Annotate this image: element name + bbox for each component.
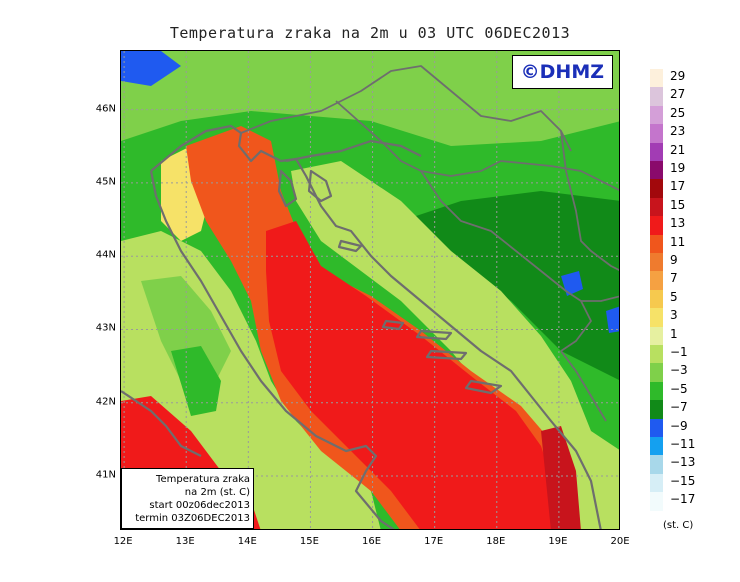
- legend-swatch: [650, 363, 663, 383]
- legend-swatch: [650, 87, 663, 107]
- legend-units: (st. C): [663, 520, 694, 531]
- info-box: Temperatura zraka na 2m (st. C) start 00…: [121, 468, 254, 529]
- legend-swatch: [650, 492, 663, 512]
- dhmz-logo: ©DHMZ: [511, 55, 613, 89]
- cold-patch-east: [561, 271, 583, 296]
- legend-label: 13: [670, 216, 686, 231]
- map-title: Temperatura zraka na 2m u 03 UTC 06DEC20…: [169, 24, 571, 42]
- legend-label: 27: [670, 87, 686, 102]
- northern-field: [121, 51, 619, 146]
- legend-swatch: [650, 253, 663, 272]
- legend-swatch: [650, 124, 663, 144]
- legend-swatch: [650, 179, 663, 199]
- legend-label: 23: [670, 124, 686, 139]
- legend-swatch: [650, 105, 663, 125]
- legend-label: −7: [670, 400, 688, 415]
- legend-label: −3: [670, 363, 688, 378]
- info-line-title: Temperatura zraka: [156, 474, 250, 485]
- legend-swatch: [650, 473, 663, 493]
- temperature-legend: 29 27 25 23 21 19 17 15 13 11 9 7 5 3 1 −1 −3 −5 −7 −9 −11 −1…: [650, 69, 740, 519]
- legend-label: 15: [670, 197, 686, 212]
- longitude-label: 14E: [237, 536, 257, 547]
- longitude-label: 18E: [486, 536, 506, 547]
- info-line-start: start 00z06dec2013: [149, 500, 250, 511]
- legend-swatch: [650, 234, 663, 254]
- latitude-label: 41N: [95, 469, 116, 481]
- legend-label: 7: [670, 271, 678, 286]
- legend-swatch: [650, 142, 663, 162]
- adriatic-core-field: [266, 221, 561, 529]
- legend-swatch: [650, 271, 663, 291]
- longitude-label: 16E: [362, 536, 382, 547]
- latitude-label: 46N: [95, 103, 116, 115]
- longitude-label: 19E: [548, 536, 568, 547]
- legend-label: 3: [670, 308, 678, 323]
- legend-label: −17: [670, 492, 696, 507]
- legend-label: −11: [670, 437, 696, 451]
- legend-swatch: [650, 400, 663, 420]
- legend-label: 11: [670, 234, 686, 249]
- legend-swatch: [650, 308, 663, 328]
- temperature-map: ©DHMZ Temperatura zraka na 2m (st. C) st…: [120, 50, 620, 530]
- legend-label: 25: [670, 105, 686, 120]
- latitude-label: 44N: [95, 249, 116, 261]
- longitude-label: 20E: [610, 536, 630, 547]
- info-line-units: na 2m (st. C): [184, 487, 250, 498]
- latitude-label: 45N: [95, 176, 116, 188]
- legend-label: −1: [670, 345, 688, 359]
- legend-label: −5: [670, 381, 688, 396]
- legend-swatch: [650, 418, 663, 438]
- legend-swatch: [650, 455, 663, 475]
- ionian-hot-field: [541, 426, 581, 529]
- legend-swatch: [650, 381, 663, 401]
- legend-label: 29: [670, 69, 686, 83]
- apennine-cold: [171, 346, 221, 416]
- latitude-label: 42N: [95, 396, 116, 408]
- legend-swatch: [650, 326, 663, 346]
- legend-label: 17: [670, 179, 686, 194]
- legend-label: 9: [670, 253, 678, 267]
- legend-label: −15: [670, 473, 696, 488]
- longitude-label: 17E: [424, 536, 444, 547]
- legend-swatch: [650, 216, 663, 236]
- legend-label: −9: [670, 418, 688, 433]
- info-line-termin: termin 03Z06DEC2013: [135, 513, 250, 524]
- longitude-label: 12E: [113, 536, 133, 547]
- legend-swatch: [650, 69, 663, 88]
- legend-swatch: [650, 197, 663, 217]
- legend-swatch: [650, 437, 663, 456]
- legend-swatch: [650, 161, 663, 180]
- longitude-label: 15E: [299, 536, 319, 547]
- legend-label: 21: [670, 142, 686, 157]
- legend-swatch: [650, 289, 663, 309]
- legend-swatch: [650, 345, 663, 364]
- legend-label: 5: [670, 289, 678, 304]
- legend-label: 19: [670, 161, 686, 175]
- cold-patch-east-2: [606, 306, 619, 333]
- cold-patch-nw: [121, 51, 181, 86]
- legend-label: 1: [670, 326, 678, 341]
- latitude-label: 43N: [95, 322, 116, 334]
- legend-label: −13: [670, 455, 696, 470]
- temperature-field: [121, 51, 619, 529]
- interior-cold-field: [401, 191, 619, 380]
- longitude-label: 13E: [175, 536, 195, 547]
- country-borders: [240, 65, 619, 422]
